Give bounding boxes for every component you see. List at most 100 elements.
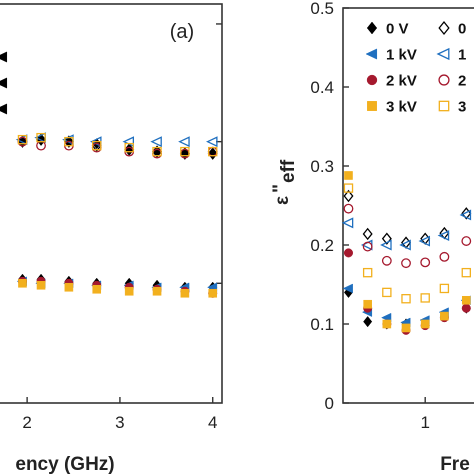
right-data-point (344, 171, 353, 180)
right-data-point (342, 283, 353, 294)
right-data-point (341, 217, 354, 229)
right-data-point (362, 241, 373, 252)
legend-marker (367, 101, 377, 111)
right-data-point (382, 319, 392, 329)
legend-marker (365, 48, 378, 60)
legend-marker (438, 100, 450, 112)
legend-marker (366, 21, 378, 35)
right-data-point (420, 293, 430, 303)
left-x-tick-label: 2 (22, 413, 31, 432)
left-data-point (18, 278, 27, 288)
left-x-tick-label: 3 (115, 413, 124, 432)
left-data-point (17, 134, 28, 145)
left-panel: 2 3 4 ency (GHz) (a) (0, 3, 223, 474)
legend-label: 3 kV (386, 99, 417, 116)
right-data-point (343, 203, 354, 214)
right-y-tick-label: 0.5 (310, 0, 334, 18)
left-plot-frame (0, 3, 223, 404)
right-data-point (459, 209, 472, 221)
left-data-point (152, 286, 162, 296)
left-data-point (205, 136, 218, 148)
right-data-point (380, 239, 392, 251)
left-data-point (36, 133, 47, 146)
legend-label: 3 (458, 99, 466, 116)
legend-label: 2 kV (386, 73, 417, 90)
left-data-point (208, 148, 218, 160)
right-data-point (401, 258, 411, 269)
y-label-epsilon: ε (272, 196, 293, 205)
right-data-point (418, 235, 431, 247)
legend-label: 1 (458, 47, 466, 64)
left-panel-label: (a) (170, 21, 194, 43)
left-legend-marker (0, 51, 8, 63)
right-data-point (461, 267, 472, 278)
right-y-tick-label: 0 (325, 394, 334, 413)
right-data-point (461, 236, 472, 246)
right-data-point (382, 287, 392, 298)
right-y-axis-label: ε "eff (270, 159, 299, 205)
left-data-point (124, 286, 134, 296)
legend-label: 1 kV (386, 47, 417, 64)
left-data-point (63, 135, 74, 148)
legend-label: 2 (458, 73, 466, 90)
right-data-point (381, 232, 392, 245)
right-y-tick-label: 0.4 (310, 78, 334, 97)
left-data-point (152, 146, 162, 157)
left-data-point (180, 146, 190, 157)
left-data-point (207, 147, 218, 160)
right-data-point (401, 294, 411, 304)
right-data-point (363, 299, 372, 309)
left-x-axis-label: ency (GHz) (15, 454, 114, 474)
left-data-point (208, 146, 218, 157)
legend-marker (436, 47, 450, 61)
left-data-point (64, 136, 74, 147)
left-data-point (17, 135, 28, 148)
right-data-point (343, 189, 354, 203)
right-y-tick-label: 0.1 (310, 315, 334, 334)
left-data-point (150, 136, 162, 148)
right-data-point (439, 251, 450, 262)
left-legend-marker (0, 77, 8, 89)
legend-label: 0 (458, 21, 466, 38)
left-data-point (64, 282, 74, 292)
right-data-point (420, 257, 431, 268)
left-data-point (36, 280, 46, 290)
right-data-point (439, 283, 450, 294)
right-data-point (461, 295, 471, 305)
right-data-point (343, 248, 353, 258)
right-data-point (420, 319, 430, 329)
right-data-point (381, 255, 392, 266)
left-data-point (208, 288, 218, 298)
right-data-point (362, 227, 373, 241)
left-data-point (92, 284, 102, 294)
y-label-subscript: eff (278, 159, 299, 183)
right-data-point (401, 323, 411, 333)
y-label-prime: " (270, 184, 291, 193)
left-data-point (178, 136, 190, 148)
right-data-point (461, 303, 471, 313)
right-x-axis-label: Fre (440, 454, 470, 474)
left-data-point (36, 132, 46, 143)
left-data-point (124, 142, 134, 153)
legend-label: 0 V (386, 21, 409, 38)
right-plot-frame (342, 7, 474, 404)
right-data-point (437, 230, 450, 241)
legend-marker (366, 74, 378, 86)
right-panel: 0 0.1 0.2 0.3 0.4 0.5 1 Fre ε "eff 0 V 1 kV 2 kV 3 kV… (270, 0, 474, 474)
legend-marker (438, 20, 450, 36)
left-legend-marker (0, 103, 8, 115)
right-y-tick-label: 0.2 (310, 236, 334, 255)
right-data-point (363, 316, 373, 328)
left-data-point (180, 288, 190, 298)
left-data-point (179, 147, 190, 160)
right-data-point (440, 311, 449, 321)
legend-marker (438, 74, 450, 86)
left-x-tick-label: 4 (208, 413, 217, 432)
right-y-tick-label: 0.3 (310, 157, 334, 176)
right-data-point (399, 239, 411, 251)
left-data-point (92, 140, 102, 151)
right-data-point (343, 183, 354, 193)
right-legend: 0 V 1 kV 2 kV 3 kV 0 1 2 3 (365, 20, 466, 116)
right-x-tick-label: 1 (420, 413, 429, 432)
